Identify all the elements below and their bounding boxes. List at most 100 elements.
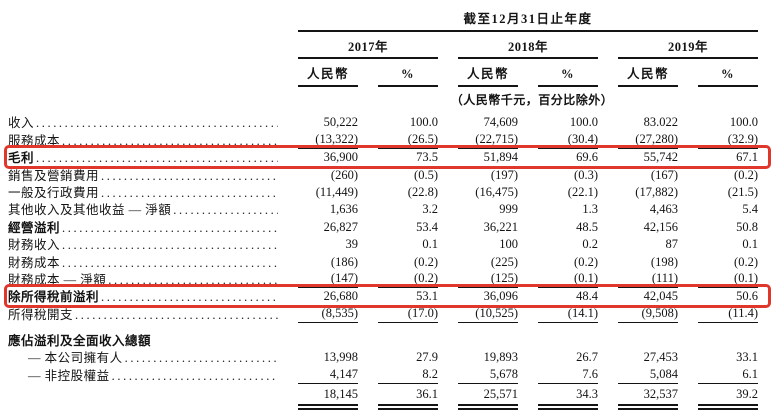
cell-2017-rmb: (147): [298, 271, 358, 288]
table-row: 銷售及營銷費用 (260) (0.5) (197) (0.3) (167) (0…: [8, 166, 766, 183]
row-label-cell: 財務收入: [8, 234, 278, 253]
table-row: 毛利 36,900 73.5 51,894 69.6 55,742 67.1: [4, 145, 771, 170]
cell-2019-pct: 50.6: [736, 289, 758, 304]
row-label: 銷售及營銷費用: [8, 168, 100, 183]
row-label: 收入: [8, 116, 35, 131]
table-row: 收入 50,222 100.0 74,609 100.0 83.022 100.…: [8, 114, 766, 131]
table-header-note-row: （人民幣千元，百分比除外）: [8, 87, 766, 108]
row-label-cell: 一般及行政費用: [8, 182, 278, 201]
cell-2019-rmb: 27,453: [643, 350, 678, 365]
cell-2017-pct: 36.1: [378, 387, 438, 410]
col-header-2018-pct: %: [538, 63, 598, 87]
cell-2017-pct: (0.5): [414, 167, 438, 182]
row-label-cell: — 非控股權益: [8, 365, 278, 384]
cell-2019-pct: 100.0: [729, 115, 758, 130]
cell-2019-pct: 5.4: [742, 202, 758, 217]
cell-2017-rmb: 26,827: [323, 219, 358, 234]
cell-2017-pct: (17.0): [378, 306, 438, 323]
row-label: 應佔溢利及全面收入總額: [8, 334, 152, 349]
cell-2018-rmb: 5,678: [458, 367, 518, 384]
cell-2017-pct: 53.4: [416, 219, 438, 234]
cell-2019-rmb: 32,537: [618, 387, 678, 410]
cell-2019-rmb: (111): [618, 271, 678, 288]
cell-2017-rmb: (186): [330, 254, 358, 269]
cell-2019-rmb: 83.022: [643, 115, 678, 130]
row-label-cell: 其他收入及其他收益 — 淨額: [8, 199, 278, 218]
cell-2017-pct: 100.0: [409, 115, 438, 130]
cell-2019-rmb: 55,742: [643, 150, 678, 165]
col-header-2017-rmb: 人民幣: [298, 59, 358, 87]
cell-2018-pct: 48.5: [576, 219, 598, 234]
cell-2018-pct: (14.1): [538, 306, 598, 323]
cell-2019-rmb: (9,508): [618, 306, 678, 323]
table-row: 一般及行政費用 (11,449) (22.8) (16,475) (22.1) …: [8, 184, 766, 201]
cell-2017-rmb: 50,222: [323, 115, 358, 130]
col-header-2019-pct: %: [698, 63, 758, 87]
row-label-cell: 毛利: [8, 147, 278, 166]
table-row: 經營溢利 26,827 53.4 36,221 48.5 42,156 50.8: [8, 218, 766, 235]
cell-2017-rmb: (13,322): [298, 132, 358, 149]
cell-2019-rmb: 87: [665, 237, 679, 252]
cell-2019-rmb: 5,084: [618, 367, 678, 384]
cell-2018-pct: 26.7: [576, 350, 598, 365]
table-row: 財務成本 — 淨額 (147) (0.2) (125) (0.1) (111) …: [8, 271, 766, 288]
cell-2019-pct: 67.1: [736, 150, 758, 165]
table-row: 18,145 36.1 25,571 34.3 32,537 39.2: [8, 387, 766, 410]
table-row: 除所得稅前溢利 26,680 53.1 36,096 48.4 42,045 5…: [4, 284, 771, 309]
cell-2017-pct: 53.1: [416, 289, 438, 304]
dot-leader: [110, 369, 278, 384]
cell-2019-rmb: (198): [650, 254, 678, 269]
cell-2018-pct: 34.3: [538, 387, 598, 410]
cell-2017-rmb: (11,449): [315, 184, 358, 199]
row-label-cell: 應佔溢利及全面收入總額: [8, 330, 278, 349]
table-row: — 本公司擁有人 13,998 27.9 19,893 26.7 27,453 …: [8, 349, 766, 366]
cell-2019-pct: 6.1: [698, 367, 758, 384]
table-row: 財務成本 (186) (0.2) (225) (0.2) (198) (0.2): [8, 253, 766, 270]
row-label: — 非控股權益: [28, 368, 110, 383]
table-row: 服務成本 (13,322) (26.5) (22,715) (30.4) (27…: [8, 131, 766, 149]
cell-2018-pct: 0.2: [582, 237, 598, 252]
cell-2019-rmb: 42,045: [643, 289, 678, 304]
year-header-2019: 2019年: [618, 32, 758, 59]
cell-2017-rmb: (260): [330, 167, 358, 182]
table-header-period-row: 截至12月31日止年度: [8, 8, 766, 32]
cell-2017-pct: 0.1: [422, 237, 438, 252]
row-label: 一般及行政費用: [8, 185, 100, 200]
table-row: 應佔溢利及全面收入總額: [8, 332, 766, 349]
row-label: 毛利: [8, 151, 35, 166]
dot-leader: [73, 308, 278, 323]
row-label: 除所得稅前溢利: [8, 290, 100, 305]
row-label: 財務收入: [8, 238, 61, 253]
col-header-2019-rmb: 人民幣: [618, 59, 678, 87]
cell-2018-pct: 1.3: [582, 202, 598, 217]
cell-2019-pct: (21.5): [727, 184, 758, 199]
row-label: 服務成本: [8, 133, 61, 148]
cell-2017-rmb: 13,998: [323, 350, 358, 365]
cell-2017-rmb: 18,145: [298, 387, 358, 410]
cell-2018-rmb: 25,571: [458, 387, 518, 410]
cell-2017-pct: 8.2: [378, 367, 438, 384]
row-label: — 本公司擁有人: [28, 351, 123, 366]
cell-2018-rmb: 51,894: [483, 150, 518, 165]
table-row: 其他收入及其他收益 — 淨額 1,636 3.2 999 1.3 4,463 5…: [8, 201, 766, 218]
row-label-cell: 財務成本 — 淨額: [8, 269, 278, 288]
cell-2018-pct: 100.0: [569, 115, 598, 130]
cell-2018-rmb: 999: [499, 202, 518, 217]
table-header-years-row: 2017年 2018年 2019年: [8, 32, 766, 59]
row-label-cell: 經營溢利: [8, 217, 278, 236]
table-row: — 非控股權益 4,147 8.2 5,678 7.6 5,084 6.1: [8, 365, 766, 384]
cell-2018-rmb: (225): [490, 254, 518, 269]
cell-2018-pct: (0.2): [574, 254, 598, 269]
col-header-2017-pct: %: [378, 63, 438, 87]
col-header-2018-rmb: 人民幣: [458, 59, 518, 87]
cell-2018-pct: 69.6: [576, 150, 598, 165]
cell-2018-pct: 7.6: [538, 367, 598, 384]
cell-2017-pct: 3.2: [422, 202, 438, 217]
row-label-cell: 財務成本: [8, 252, 278, 271]
row-label: 經營溢利: [8, 220, 61, 235]
row-label: 財務成本: [8, 255, 61, 270]
cell-2018-rmb: (197): [490, 167, 518, 182]
cell-2019-pct: 33.1: [736, 350, 758, 365]
cell-2019-rmb: (27,280): [618, 132, 678, 149]
